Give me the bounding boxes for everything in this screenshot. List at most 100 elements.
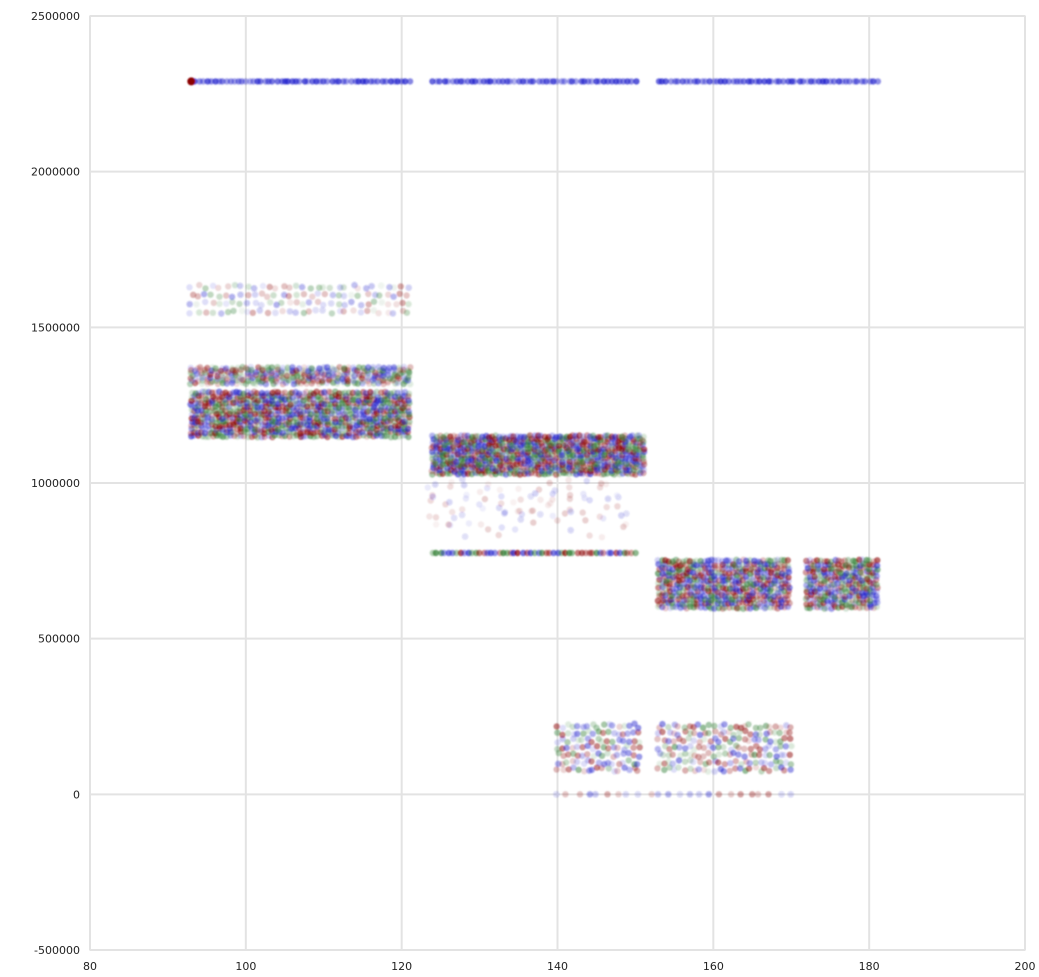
data-point: [390, 284, 398, 291]
data-point: [745, 721, 752, 728]
data-point: [799, 78, 807, 85]
data-point: [216, 293, 223, 300]
data-point: [284, 364, 291, 371]
data-point: [436, 78, 443, 85]
data-point: [777, 724, 784, 731]
data-point: [598, 752, 606, 759]
data-point: [236, 300, 243, 308]
data-point: [751, 751, 758, 758]
data-point: [309, 293, 316, 300]
data-point: [633, 761, 641, 768]
data-point: [680, 737, 687, 745]
data-point: [193, 301, 200, 308]
data-point: [566, 484, 573, 491]
data-point: [654, 791, 662, 798]
data-point: [752, 759, 759, 766]
y-tick-label: 1000000: [31, 477, 80, 490]
data-point: [691, 729, 698, 737]
data-point: [324, 364, 331, 371]
data-point: [270, 292, 277, 299]
data-point: [568, 549, 576, 557]
data-point: [314, 298, 322, 306]
data-point: [603, 738, 610, 745]
data-point: [608, 722, 616, 729]
data-point: [711, 768, 718, 775]
data-point: [574, 752, 581, 759]
data-point: [341, 301, 348, 309]
data-point: [752, 724, 760, 732]
data-point: [682, 767, 689, 774]
data-point: [340, 292, 348, 300]
data-point: [715, 759, 722, 766]
data-point: [244, 308, 251, 316]
x-tick-label: 180: [859, 960, 880, 973]
data-point: [735, 751, 742, 758]
data-point: [501, 510, 508, 517]
data-point: [676, 744, 683, 751]
data-point: [583, 477, 590, 485]
data-point: [741, 753, 748, 760]
data-point: [654, 745, 661, 753]
data-point: [369, 364, 377, 371]
data-point: [498, 493, 505, 500]
data-point: [575, 766, 582, 773]
data-point: [757, 724, 764, 732]
data-point: [274, 78, 281, 85]
data-point: [564, 730, 572, 737]
data-point: [579, 509, 586, 516]
data-point: [264, 390, 271, 397]
data-point: [565, 751, 572, 758]
data-point: [514, 508, 522, 515]
data-point: [760, 764, 768, 772]
data-point: [715, 738, 722, 746]
data-point: [553, 723, 560, 730]
data-point: [187, 364, 194, 371]
data-point: [630, 744, 637, 751]
data-point: [258, 365, 266, 372]
data-point: [340, 308, 347, 315]
data-point: [790, 78, 798, 85]
data-point: [685, 735, 692, 742]
data-point: [474, 433, 481, 440]
data-point: [249, 309, 256, 316]
data-point: [755, 751, 763, 758]
data-point: [593, 743, 601, 750]
data-point: [228, 365, 236, 372]
data-point: [514, 549, 521, 557]
data-point: [196, 364, 204, 371]
data-point: [319, 307, 326, 314]
data-point: [654, 597, 662, 604]
data-point: [426, 513, 433, 520]
data-point: [600, 515, 607, 522]
data-point: [374, 78, 381, 85]
data-point: [553, 791, 560, 798]
data-point: [661, 766, 668, 774]
data-point: [498, 500, 505, 507]
data-point: [740, 78, 747, 85]
data-point: [596, 78, 603, 85]
data-point: [328, 310, 336, 317]
data-point: [690, 737, 697, 744]
data-point: [462, 495, 470, 502]
data-point: [460, 481, 468, 489]
data-point: [200, 291, 208, 298]
data-point: [778, 791, 785, 798]
data-point: [515, 485, 522, 492]
data-point: [600, 549, 607, 557]
data-point: [237, 291, 244, 298]
data-point: [495, 531, 502, 539]
data-point: [293, 299, 300, 306]
data-point: [350, 307, 357, 314]
data-point: [621, 722, 628, 730]
data-point: [429, 493, 436, 500]
data-point: [686, 791, 694, 798]
x-tick-label: 140: [547, 960, 568, 973]
data-point: [340, 284, 347, 291]
data-point: [695, 791, 703, 798]
data-point: [424, 484, 431, 491]
data-point: [607, 549, 615, 557]
data-point: [364, 307, 371, 315]
data-point: [378, 282, 385, 289]
data-point: [634, 791, 642, 798]
data-point: [605, 728, 612, 735]
